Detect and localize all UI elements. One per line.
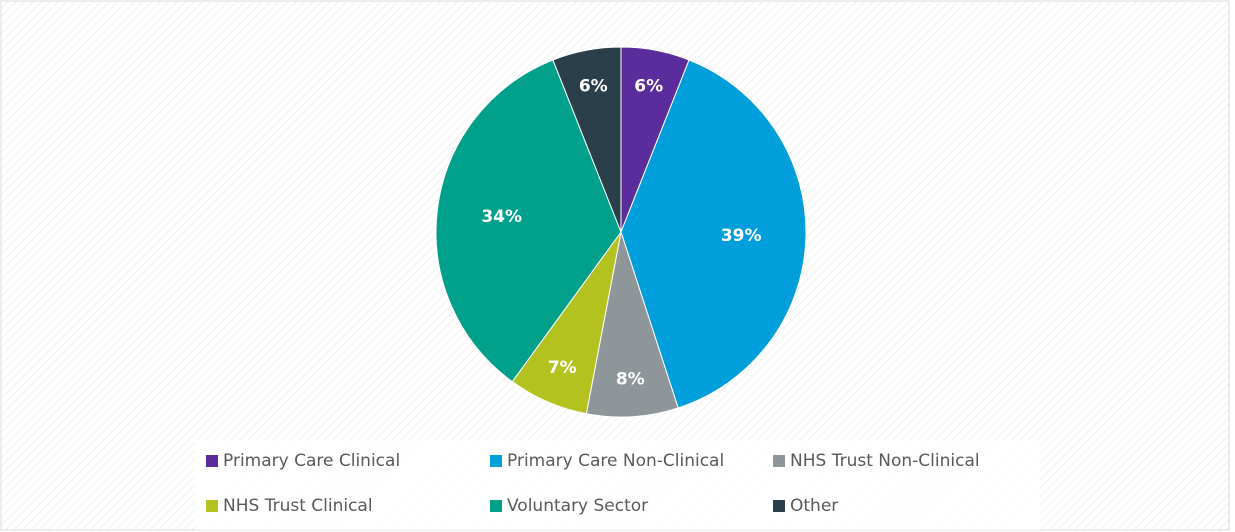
legend-label: Voluntary Sector: [507, 496, 648, 516]
pie-slice: [620, 59, 807, 409]
pie-slice: [585, 231, 679, 418]
legend-swatch: [773, 500, 785, 512]
data-label: 8%: [616, 370, 645, 390]
legend-swatch: [206, 455, 218, 467]
legend-label: Primary Care Clinical: [223, 451, 400, 471]
legend-swatch: [490, 455, 502, 467]
legend-label: Primary Care Non-Clinical: [507, 451, 724, 471]
data-label: 6%: [579, 77, 608, 97]
data-label: 39%: [721, 226, 762, 246]
pie-slice: [435, 59, 622, 383]
legend-label: Other: [790, 496, 838, 516]
legend-background: [195, 440, 1040, 530]
data-label: 6%: [634, 77, 663, 97]
legend-label: NHS Trust Non-Clinical: [790, 451, 980, 471]
data-label: 34%: [481, 207, 522, 227]
legend-swatch: [773, 455, 785, 467]
legend-label: NHS Trust Clinical: [223, 496, 373, 516]
pie-slice: [552, 46, 622, 233]
data-label: 7%: [548, 358, 577, 378]
legend-swatch: [206, 500, 218, 512]
legend-swatch: [490, 500, 502, 512]
